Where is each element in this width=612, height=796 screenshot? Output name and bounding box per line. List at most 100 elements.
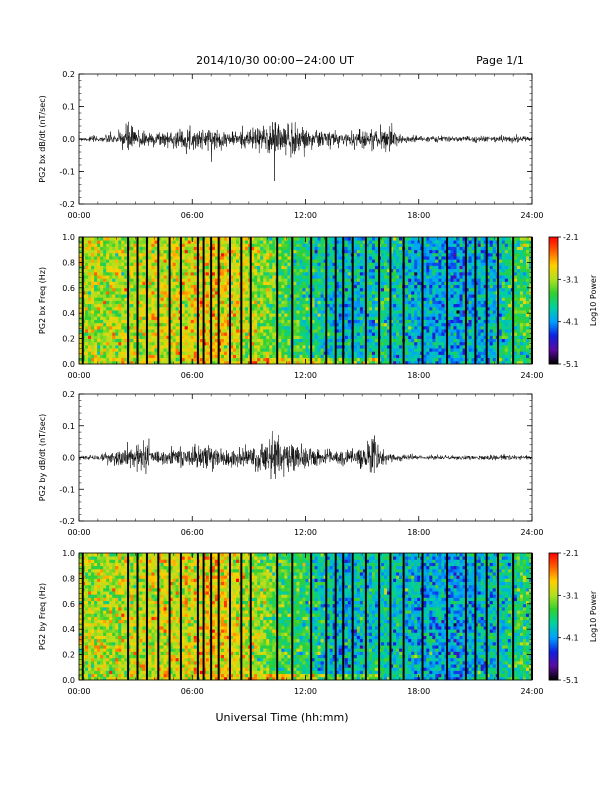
spectrogram-cell	[375, 304, 378, 308]
spectrogram-cell	[429, 285, 432, 289]
spectrogram-cell	[284, 250, 287, 254]
spectrogram-cell	[233, 297, 236, 301]
spectrogram-cell	[148, 237, 151, 241]
spectrogram-cell	[112, 285, 115, 289]
spectrogram-cell	[148, 301, 151, 305]
spectrogram-cell	[176, 285, 179, 289]
spectrogram-cell	[130, 285, 133, 289]
spectrogram-cell	[245, 285, 248, 289]
spectrogram-cell	[278, 304, 281, 308]
spectrogram-cell	[321, 332, 324, 336]
spectrogram-cell	[354, 281, 357, 285]
spectrogram-cell	[318, 351, 321, 355]
spectrogram-cell	[348, 240, 351, 244]
spectrogram-cell	[405, 310, 408, 314]
spectrogram-cell	[360, 313, 363, 317]
spectrogram-cell	[408, 358, 411, 362]
spectrogram-cell	[330, 272, 333, 276]
spectrogram-cell	[115, 285, 118, 289]
spectrogram-cell	[245, 320, 248, 324]
spectrogram-cell	[91, 307, 94, 311]
spectrogram-cell	[357, 291, 360, 295]
spectrogram-cell	[142, 262, 145, 266]
spectrogram-cell	[426, 339, 429, 343]
spectrogram-cell	[233, 253, 236, 257]
spectrogram-cell	[118, 339, 121, 343]
spectrogram-cell	[266, 253, 269, 257]
spectrogram-cell	[109, 326, 112, 330]
spectrogram-cell	[242, 243, 245, 247]
spectrogram-cell	[369, 259, 372, 263]
spectrogram-cell	[306, 243, 309, 247]
spectrogram-cell	[263, 297, 266, 301]
spectrogram-cell	[302, 345, 305, 349]
spectrogram-cell	[224, 339, 227, 343]
spectrogram-cell	[315, 345, 318, 349]
spectrogram-cell	[191, 278, 194, 282]
spectrogram-cell	[94, 262, 97, 266]
spectrogram-cell	[281, 281, 284, 285]
spectrogram-cell	[396, 329, 399, 333]
spectrogram-cell	[411, 358, 414, 362]
spectrogram-cell	[109, 291, 112, 295]
spectrogram-cell	[272, 310, 275, 314]
spectrogram-cell	[345, 275, 348, 279]
spectrogram-cell	[396, 278, 399, 282]
spectrogram-cell	[194, 332, 197, 336]
spectrogram-cell	[354, 301, 357, 305]
spectrogram-cell	[97, 269, 100, 273]
spectrogram-cell	[269, 250, 272, 254]
spectrogram-cell	[432, 256, 435, 260]
spectrogram-cell	[206, 345, 209, 349]
spectrogram-cell	[182, 243, 185, 247]
spectrogram-cell	[164, 342, 167, 346]
spectrogram-cell	[302, 335, 305, 339]
spectrogram-cell	[321, 259, 324, 263]
spectrogram-cell	[103, 339, 106, 343]
spectrogram-cell	[212, 281, 215, 285]
spectrogram-cell	[245, 278, 248, 282]
spectrogram-cell	[221, 253, 224, 257]
spectrogram-cell	[381, 281, 384, 285]
spectrogram-cell	[106, 253, 109, 257]
spectrogram-cell	[242, 348, 245, 352]
spectrogram-cell	[284, 243, 287, 247]
spectrogram-cell	[284, 329, 287, 333]
spectrogram-cell	[266, 348, 269, 352]
spectrogram-cell	[408, 272, 411, 276]
spectrogram-cell	[278, 335, 281, 339]
spectrogram-cell	[330, 237, 333, 241]
spectrogram-cell	[260, 240, 263, 244]
spectrogram-cell	[176, 304, 179, 308]
spectrogram-cell	[161, 253, 164, 257]
spectrogram-cell	[257, 354, 260, 358]
spectrogram-cell	[260, 354, 263, 358]
spectrogram-cell	[375, 250, 378, 254]
spectrogram-cell	[164, 266, 167, 270]
spectrogram-cell	[375, 269, 378, 273]
spectrogram-cell	[263, 288, 266, 292]
spectrogram-cell	[88, 323, 91, 327]
spectrogram-cell	[315, 262, 318, 266]
spectrogram-cell	[194, 348, 197, 352]
spectrogram-cell	[306, 297, 309, 301]
spectrogram-cell	[321, 269, 324, 273]
spectrogram-cell	[224, 345, 227, 349]
spectrogram-cell	[130, 243, 133, 247]
spectrogram-cell	[112, 310, 115, 314]
spectrogram-cell	[85, 310, 88, 314]
spectrogram-cell	[306, 310, 309, 314]
spectrogram-cell	[221, 354, 224, 358]
spectrogram-cell	[97, 240, 100, 244]
spectrogram-cell	[185, 304, 188, 308]
spectrogram-cell	[212, 278, 215, 282]
spectrogram-cell	[115, 281, 118, 285]
spectrogram-cell	[318, 297, 321, 301]
spectrogram-cell	[330, 351, 333, 355]
spectrogram-cell	[212, 250, 215, 254]
spectrogram-cell	[435, 269, 438, 273]
spectrogram-cell	[423, 307, 426, 311]
spectrogram-cell	[318, 323, 321, 327]
spectrogram-cell	[161, 358, 164, 362]
spectrogram-cell	[438, 256, 441, 260]
